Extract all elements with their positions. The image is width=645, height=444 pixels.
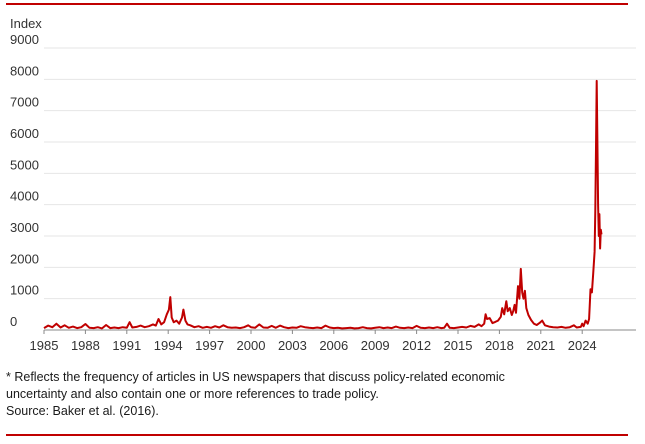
- y-tick-label: 7000: [10, 95, 39, 110]
- x-tick-label: 2012: [402, 338, 431, 353]
- y-axis-tick-labels: 0 1000 2000 3000 4000 5000 6000 7000 8000 9000: [10, 32, 39, 329]
- x-tick-label: 2009: [361, 338, 390, 353]
- source-note: Source: Baker et al. (2016).: [6, 404, 159, 418]
- x-tick-label: 1997: [195, 338, 224, 353]
- y-tick-label: 9000: [10, 32, 39, 47]
- x-tick-label: 2018: [485, 338, 514, 353]
- trade-policy-uncertainty-chart: 0 1000 2000 3000 4000 5000 6000 7000 8000 9000 19…: [10, 16, 636, 353]
- x-tick-label: 1988: [71, 338, 100, 353]
- y-tick-label: 3000: [10, 220, 39, 235]
- x-axis-tick-labels: 1985 1988 1991 1994 1997 2000 2003 2006 2009 2012…: [30, 330, 597, 353]
- y-axis-label: Index: [10, 16, 42, 31]
- x-tick-label: 1994: [154, 338, 183, 353]
- y-tick-label: 5000: [10, 157, 39, 172]
- top-rule: [6, 3, 628, 5]
- y-tick-label: 8000: [10, 63, 39, 78]
- x-tick-label: 2015: [444, 338, 473, 353]
- y-tick-label: 1000: [10, 283, 39, 298]
- x-tick-label: 2003: [278, 338, 307, 353]
- x-tick-label: 2000: [237, 338, 266, 353]
- x-tick-label: 2024: [568, 338, 597, 353]
- y-tick-label: 4000: [10, 189, 39, 204]
- footnote-line-1: * Reflects the frequency of articles in …: [6, 370, 505, 384]
- gridlines: [44, 47, 636, 300]
- x-tick-label: 1985: [30, 338, 59, 353]
- x-tick-label: 1991: [112, 338, 141, 353]
- y-tick-label: 6000: [10, 126, 39, 141]
- footnote-line-2: uncertainty and also contain one or more…: [6, 387, 379, 401]
- y-tick-label: 2000: [10, 251, 39, 266]
- series-line: [43, 79, 603, 330]
- x-tick-label: 2006: [319, 338, 348, 353]
- y-tick-label: 0: [10, 314, 17, 329]
- bottom-rule: [6, 434, 628, 436]
- footnote: * Reflects the frequency of articles in …: [6, 369, 606, 420]
- x-tick-label: 2021: [526, 338, 555, 353]
